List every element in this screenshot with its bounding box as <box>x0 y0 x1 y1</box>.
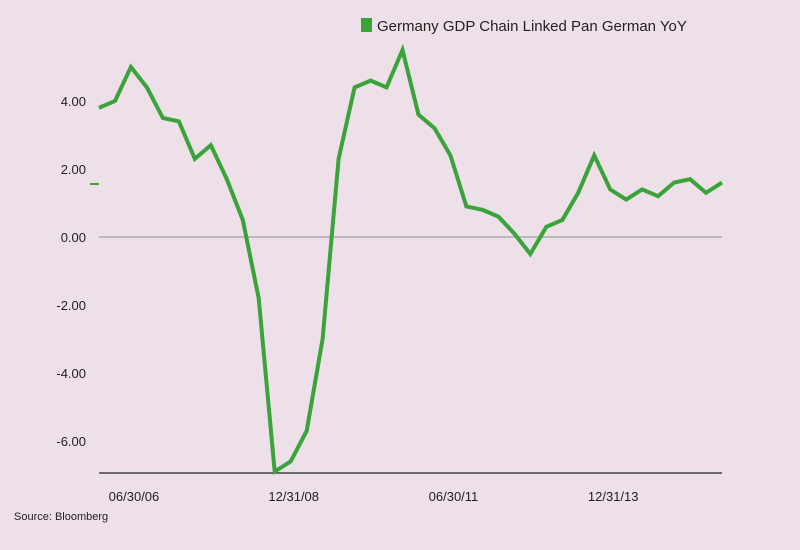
x-tick-label: 06/30/06 <box>109 489 160 504</box>
legend-swatch <box>361 18 372 32</box>
y-tick-label: -6.00 <box>56 434 86 449</box>
y-tick-label: 2.00 <box>61 162 86 177</box>
x-axis-ticks: 06/30/06 12/31/08 06/30/11 12/31/13 <box>109 489 639 504</box>
y-tick-label: 0.00 <box>61 230 86 245</box>
y-tick-label: 4.00 <box>61 94 86 109</box>
legend: Germany GDP Chain Linked Pan German YoY <box>361 18 687 35</box>
x-tick-label: 12/31/13 <box>588 489 639 504</box>
y-tick-label: -2.00 <box>56 298 86 313</box>
x-tick-label: 06/30/11 <box>429 489 479 504</box>
series-line <box>98 43 724 476</box>
y-tick-label: -4.00 <box>56 366 86 381</box>
legend-label: Germany GDP Chain Linked Pan German YoY <box>377 18 687 35</box>
x-tick-label: 12/31/08 <box>268 489 319 504</box>
source-note: Source: Bloomberg <box>14 511 109 523</box>
y-axis-ticks: 4.00 2.00 0.00 -2.00 -4.00 -6.00 <box>56 94 86 449</box>
